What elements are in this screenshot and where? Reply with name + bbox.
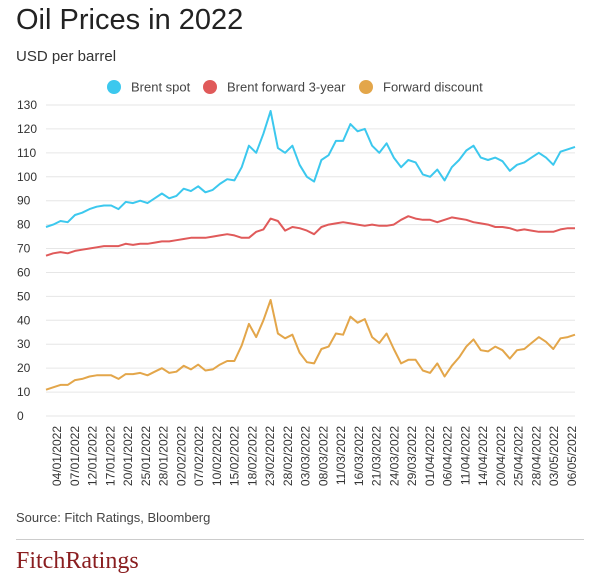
legend: Brent spot Brent forward 3-year Forward di… (107, 80, 483, 95)
y-tick-label: 100 (17, 170, 37, 184)
brent-spot-line (45, 110, 576, 228)
x-tick-label: 11/04/2022 (458, 426, 472, 485)
chart-title: Oil Prices in 2022 (16, 4, 244, 36)
x-tick-label: 15/02/2022 (228, 426, 242, 486)
x-tick-label: 14/04/2022 (476, 426, 490, 486)
x-tick-label: 17/01/2022 (103, 426, 117, 486)
brent-forward-line (45, 215, 575, 257)
x-tick-label: 28/04/2022 (530, 426, 544, 486)
legend-forward-discount-label: Forward discount (383, 80, 483, 95)
y-tick-label: 120 (17, 122, 37, 136)
x-tick-label: 01/04/2022 (423, 426, 437, 486)
x-tick-label: 02/02/2022 (174, 426, 188, 486)
y-axis-ticks: 0 10 20 30 40 50 60 70 80 90 100 110 120 130 (17, 98, 37, 423)
x-tick-label: 10/02/2022 (210, 426, 224, 486)
x-tick-label: 29/03/2022 (405, 426, 419, 486)
gridlines (46, 104, 575, 417)
x-tick-label: 21/03/2022 (370, 426, 384, 486)
x-tick-label: 03/05/2022 (547, 426, 561, 486)
source-note: Source: Fitch Ratings, Bloomberg (16, 510, 211, 525)
x-tick-label: 06/05/2022 (565, 426, 579, 486)
y-tick-label: 80 (17, 218, 31, 232)
x-tick-label: 07/02/2022 (192, 426, 206, 486)
x-tick-label: 28/02/2022 (281, 426, 295, 486)
x-tick-label: 07/01/2022 (68, 426, 82, 486)
legend-brent-spot-marker (107, 80, 121, 94)
x-tick-label: 20/01/2022 (121, 426, 135, 486)
y-tick-label: 110 (17, 146, 36, 160)
y-tick-label: 70 (17, 242, 31, 256)
x-tick-label: 16/03/2022 (352, 426, 366, 486)
x-tick-label: 08/03/2022 (316, 426, 330, 486)
chart-subtitle: USD per barrel (16, 48, 117, 65)
forward-discount-line (45, 299, 576, 391)
y-tick-label: 10 (17, 385, 31, 399)
y-tick-label: 90 (17, 194, 31, 208)
series-lines (45, 110, 576, 391)
x-tick-label: 28/01/2022 (157, 426, 171, 486)
x-tick-label: 18/02/2022 (245, 426, 259, 486)
y-tick-label: 130 (17, 98, 37, 112)
x-axis-ticks: 04/01/2022 07/01/2022 12/01/2022 17/01/2022… (50, 426, 579, 486)
y-tick-label: 60 (17, 265, 31, 279)
y-tick-label: 30 (17, 337, 31, 351)
x-tick-label: 23/02/2022 (263, 426, 277, 486)
legend-brent-spot-label: Brent spot (131, 80, 191, 95)
x-tick-label: 24/03/2022 (387, 426, 401, 486)
legend-brent-forward-label: Brent forward 3-year (227, 80, 346, 95)
y-tick-label: 40 (17, 313, 31, 327)
y-tick-label: 0 (17, 409, 24, 423)
x-tick-label: 12/01/2022 (86, 426, 100, 486)
x-tick-label: 11/03/2022 (334, 426, 348, 485)
fitch-ratings-logo: FitchRatings (16, 548, 139, 574)
x-tick-label: 06/04/2022 (441, 426, 455, 486)
legend-brent-forward-marker (203, 80, 217, 94)
footer-divider (16, 539, 584, 540)
x-tick-label: 20/04/2022 (494, 426, 508, 486)
legend-forward-discount-marker (359, 80, 373, 94)
x-tick-label: 03/03/2022 (299, 426, 313, 486)
y-tick-label: 20 (17, 361, 31, 375)
x-tick-label: 25/04/2022 (512, 426, 526, 486)
x-tick-label: 25/01/2022 (139, 426, 153, 486)
x-tick-label: 04/01/2022 (50, 426, 64, 486)
y-tick-label: 50 (17, 289, 31, 303)
